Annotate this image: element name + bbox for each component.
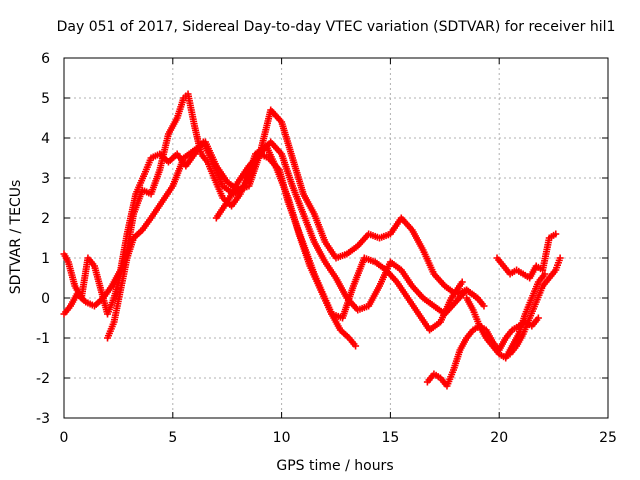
data-point	[480, 302, 488, 310]
y-tick-label: -3	[36, 411, 50, 427]
x-tick-label: 20	[490, 430, 508, 446]
x-tick-label: 5	[168, 430, 177, 446]
x-axis-label: GPS time / hours	[276, 458, 393, 474]
data-point	[541, 270, 549, 278]
y-tick-label: 2	[41, 211, 50, 227]
plot-frame	[63, 57, 609, 419]
data-point	[552, 230, 560, 238]
data-point	[458, 278, 466, 286]
y-axis-label: SDTVAR / TECUs	[8, 180, 24, 295]
y-tick-label: 1	[41, 251, 50, 267]
chart-title: Day 051 of 2017, Sidereal Day-to-day VTE…	[57, 19, 616, 35]
y-tick-label: -1	[36, 331, 50, 347]
y-tick-label: 4	[41, 131, 50, 147]
x-tick-label: 0	[60, 430, 69, 446]
axes: 0 5 10 15 20 25 -3 -2 -1 0 1 2 3 4 5 6	[36, 51, 617, 446]
x-tick-label: 10	[273, 430, 291, 446]
y-tick-label: 5	[41, 91, 50, 107]
y-tick-label: -2	[36, 371, 50, 387]
data-point	[534, 314, 542, 322]
data-point	[556, 254, 564, 262]
y-tick-label: 3	[41, 171, 50, 187]
data-point	[352, 342, 360, 350]
x-tick-label: 25	[599, 430, 617, 446]
y-tick-label: 0	[41, 291, 50, 307]
data-points	[60, 90, 564, 390]
y-tick-label: 6	[41, 51, 50, 67]
x-tick-label: 15	[381, 430, 399, 446]
grid	[64, 58, 608, 418]
